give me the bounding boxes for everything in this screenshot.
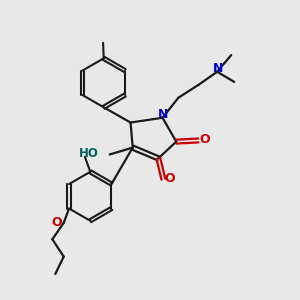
Text: O: O bbox=[200, 133, 210, 146]
Text: N: N bbox=[213, 62, 223, 75]
Text: O: O bbox=[165, 172, 175, 185]
Text: N: N bbox=[158, 108, 168, 121]
Text: O: O bbox=[51, 216, 62, 229]
Text: HO: HO bbox=[80, 147, 99, 161]
